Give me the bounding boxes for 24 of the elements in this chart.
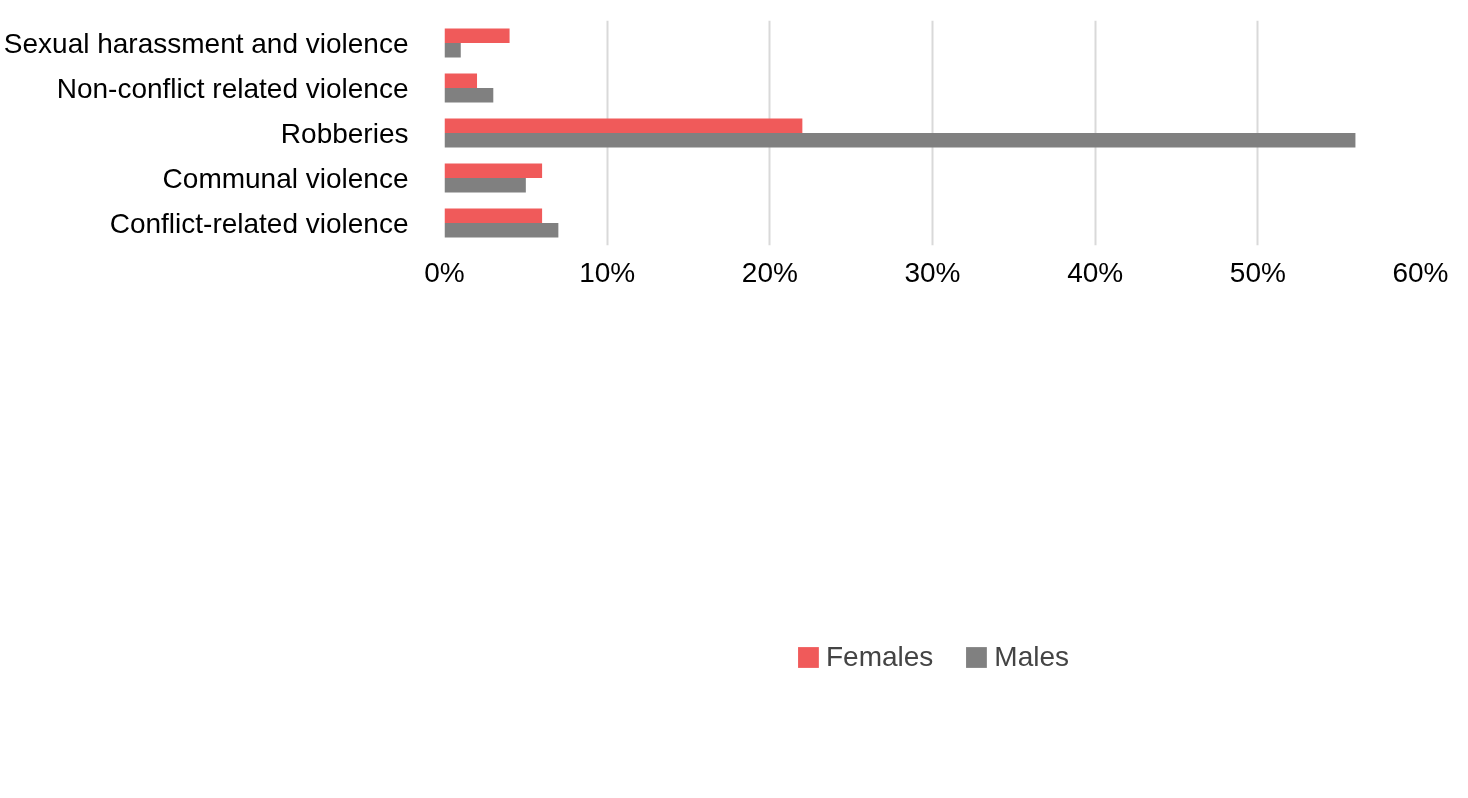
x-tick-label: 10% xyxy=(579,256,636,288)
bar xyxy=(444,208,543,223)
x-tick-label: 20% xyxy=(741,256,798,288)
legend-label: Females xyxy=(825,641,934,673)
bar xyxy=(444,163,543,178)
bar xyxy=(444,43,461,58)
bar xyxy=(444,118,803,133)
x-tick-label: 30% xyxy=(904,256,961,288)
y-tick-label: Communal violence xyxy=(162,162,409,194)
y-tick-label: Non-conflict related violence xyxy=(56,72,409,104)
x-tick-label: 40% xyxy=(1067,256,1124,288)
bar xyxy=(444,73,478,88)
bar xyxy=(444,178,526,193)
bar xyxy=(444,88,494,103)
x-tick-label: 0% xyxy=(424,256,465,288)
legend-label: Males xyxy=(994,641,1070,673)
x-tick-label: 50% xyxy=(1229,256,1286,288)
bar xyxy=(444,133,1356,148)
y-tick-label: Robberies xyxy=(280,117,409,149)
y-tick-label: Sexual harassment and violence xyxy=(3,27,409,59)
bar xyxy=(444,223,559,238)
y-tick-label: Conflict-related violence xyxy=(109,207,409,239)
bar xyxy=(444,28,510,43)
x-tick-label: 60% xyxy=(1392,256,1449,288)
